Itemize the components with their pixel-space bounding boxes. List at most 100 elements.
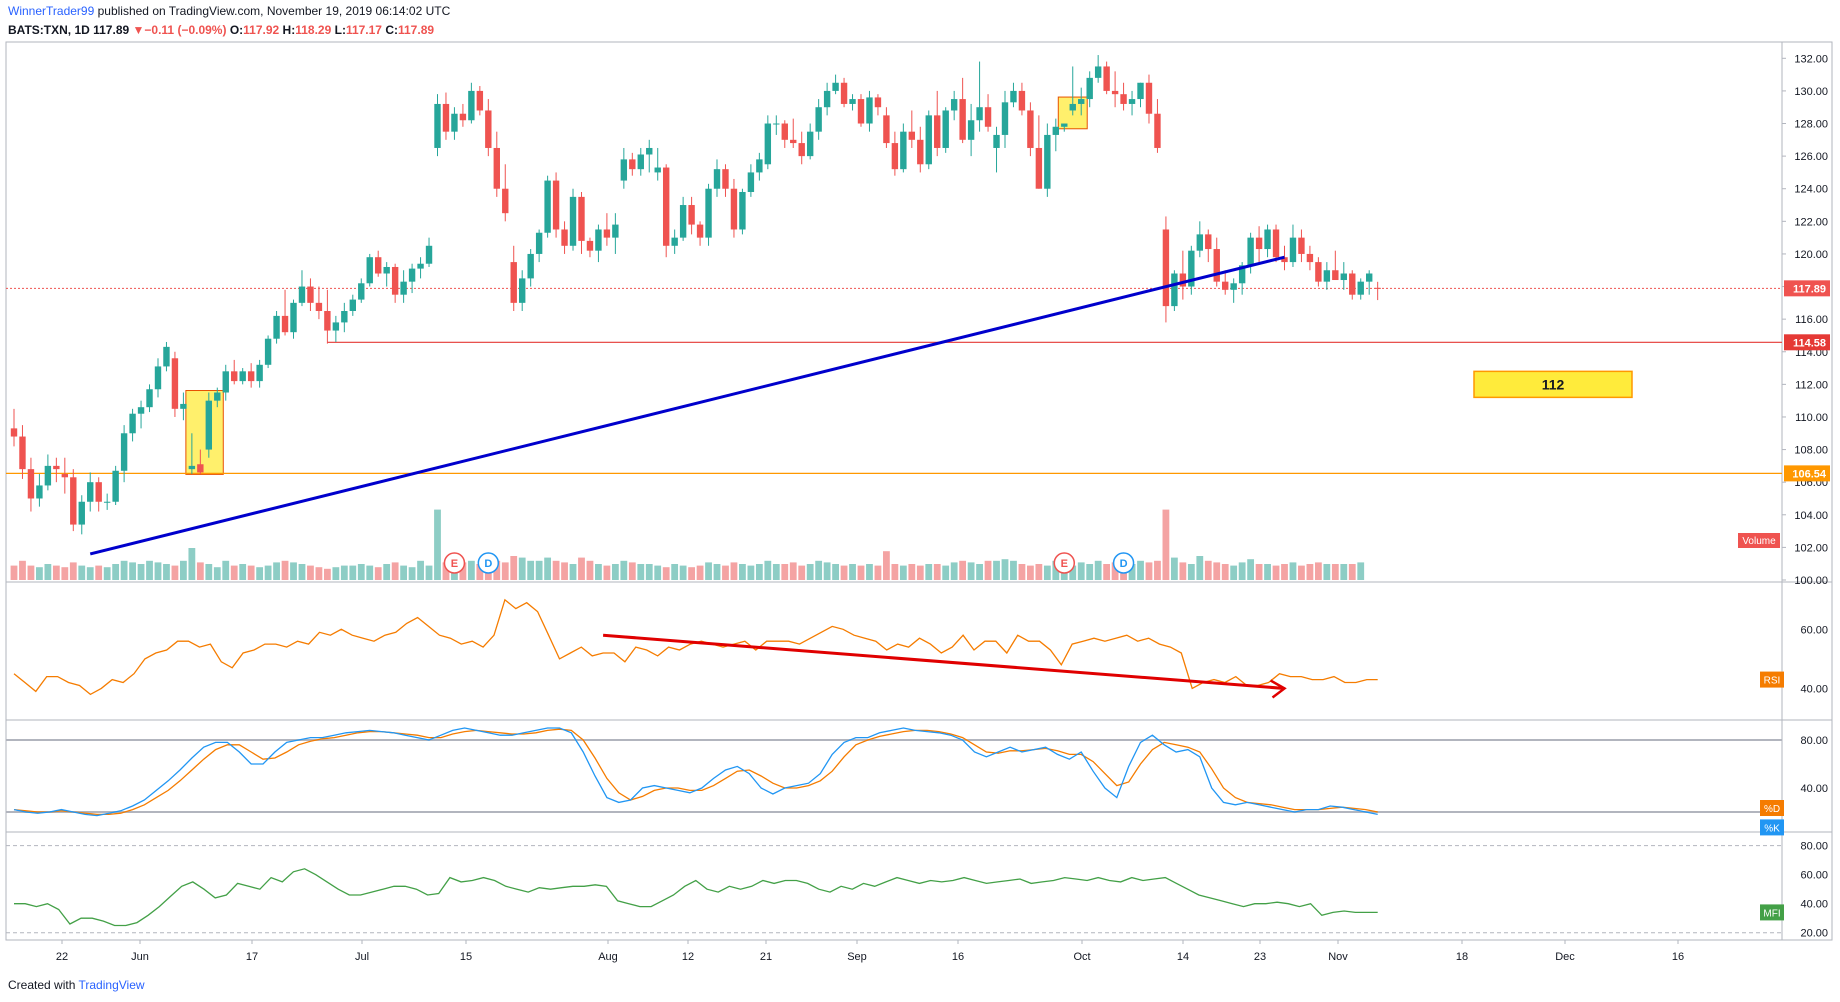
candle <box>163 341 170 372</box>
candle-body <box>908 131 916 140</box>
price-tick-label: 116.00 <box>1795 314 1828 326</box>
candle-body <box>247 371 255 382</box>
candle-body <box>1247 237 1254 266</box>
candle <box>281 289 289 336</box>
volume-bar <box>1043 565 1051 580</box>
candle-body <box>408 268 416 282</box>
volume-bar <box>789 562 797 580</box>
volume-bar <box>645 564 653 580</box>
candle <box>154 358 162 398</box>
candle <box>662 164 670 258</box>
earnings-event-label: E <box>1061 558 1068 570</box>
low-label: L: <box>334 23 346 37</box>
candle <box>61 457 69 494</box>
candle <box>883 107 890 148</box>
time-tick-label: 22 <box>56 951 68 963</box>
candle <box>1145 74 1153 124</box>
volume-bar <box>984 560 992 580</box>
candle <box>375 250 382 277</box>
volume-bar <box>332 567 340 580</box>
candle <box>214 387 221 408</box>
candle-body <box>1332 270 1339 281</box>
candle-body <box>400 281 407 295</box>
candle-body <box>857 99 865 124</box>
time-tick-label: Jul <box>355 951 369 963</box>
volume-bar <box>1196 556 1204 580</box>
candle <box>1171 270 1178 311</box>
volume-bar <box>163 564 170 580</box>
candle-body <box>688 205 695 225</box>
candle-body <box>1027 110 1034 148</box>
candle <box>561 221 568 254</box>
volume-bar <box>44 564 52 580</box>
candle-body <box>637 154 644 170</box>
candle <box>425 237 433 267</box>
volume-bar <box>256 567 264 580</box>
volume-bar <box>281 560 289 580</box>
candle <box>967 103 975 157</box>
candle <box>27 457 35 512</box>
candle <box>1357 278 1364 300</box>
stoch-d-tag-bg <box>1760 800 1784 816</box>
symbol-legend: BATS:TXN, 1D 117.89 ▼−0.11 (−0.09%) O:11… <box>8 23 434 37</box>
candle <box>1137 82 1144 108</box>
volume-bar <box>1255 564 1263 580</box>
candle-body <box>154 366 162 390</box>
candle-body <box>171 358 179 409</box>
candle <box>383 262 390 287</box>
candle <box>1010 82 1017 108</box>
candle-body <box>1154 113 1161 148</box>
volume-bar <box>993 560 1000 580</box>
candle <box>866 90 873 132</box>
candle <box>256 359 263 388</box>
candle-body <box>1315 262 1322 282</box>
candle <box>586 237 594 258</box>
candle-body <box>654 167 661 173</box>
time-tick-label: 12 <box>682 951 694 963</box>
volume-bar <box>933 564 941 580</box>
candle-body <box>840 82 848 104</box>
candle <box>391 263 399 303</box>
mfi-tick-label: 60.00 <box>1800 870 1828 882</box>
tradingview-logo-text[interactable]: TradingView <box>78 978 145 992</box>
candle-body <box>1010 90 1017 103</box>
publisher-name[interactable]: WinnerTrader99 <box>8 4 95 18</box>
candle <box>527 249 534 287</box>
candle-body <box>1162 229 1170 307</box>
candle-body <box>53 465 60 470</box>
volume-bar <box>1289 562 1297 580</box>
candle <box>247 363 255 388</box>
candle <box>1154 99 1161 153</box>
volume-bar <box>764 560 772 580</box>
price-tick-label: 120.00 <box>1794 249 1828 261</box>
volume-bar <box>273 562 280 580</box>
volume-bar <box>832 564 839 580</box>
volume-bar <box>1001 559 1009 580</box>
candle-body <box>146 389 153 408</box>
volume-bar <box>1018 564 1026 580</box>
candle <box>366 253 373 287</box>
volume-bar <box>290 562 297 580</box>
candle-body <box>1052 126 1060 135</box>
candle <box>908 110 916 148</box>
volume-bar <box>1111 562 1119 580</box>
volume-bar <box>425 565 433 580</box>
candle <box>535 229 543 263</box>
candle-body <box>942 110 949 148</box>
volume-bar <box>916 565 924 580</box>
volume-bar <box>569 564 577 580</box>
volume-bar <box>628 562 636 580</box>
candle <box>307 278 314 311</box>
candle-body <box>603 229 611 238</box>
candle-body <box>442 103 450 132</box>
candle-body <box>646 147 653 155</box>
price-tick-label: 132.00 <box>1794 53 1828 65</box>
stoch-d-tag: %D <box>1764 804 1780 815</box>
candle-body <box>832 82 839 91</box>
candle <box>78 495 85 535</box>
volume-bar <box>112 564 120 580</box>
candle <box>112 465 119 506</box>
volume-bar <box>476 564 484 580</box>
candle <box>264 335 272 369</box>
